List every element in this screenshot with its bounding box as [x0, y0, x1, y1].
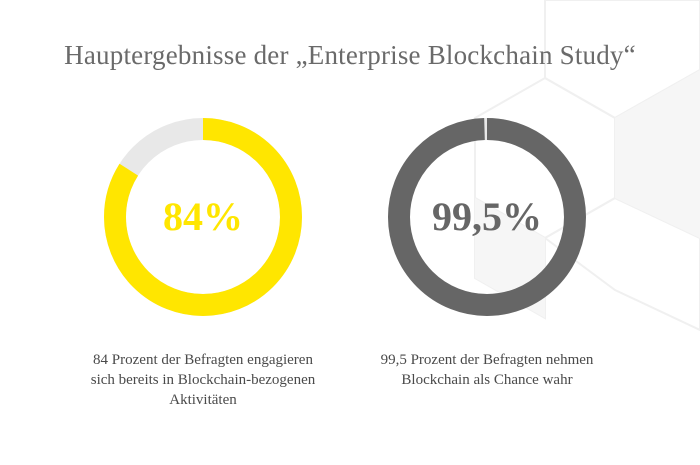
- caption-line: 99,5 Prozent der Befragten nehmen: [380, 352, 594, 368]
- donut-percent-label: 84%: [163, 194, 243, 239]
- caption-aktivitaeten: 84 Prozent der Befragten engagieren sich…: [63, 350, 343, 410]
- donut-chart-aktivitaeten: 84%: [103, 117, 303, 317]
- donut-value-arc: [104, 118, 302, 316]
- donut-svg: [104, 118, 302, 316]
- caption-chance: 99,5 Prozent der Befragten nehmen Blockc…: [347, 350, 627, 390]
- donut-svg: [388, 118, 586, 316]
- caption-line: sich bereits in Blockchain-bezogenen: [90, 372, 316, 388]
- donut-chart-chance: 99,5%: [387, 117, 587, 317]
- caption-line: Aktivitäten: [169, 392, 237, 408]
- donut-value-arc: [388, 118, 586, 316]
- caption-line: 84 Prozent der Befragten engagieren: [93, 352, 313, 368]
- page-title: Hauptergebnisse der „Enterprise Blockcha…: [64, 40, 636, 70]
- caption-line: Blockchain als Chance wahr: [401, 372, 573, 388]
- donut-percent-label: 99,5%: [432, 194, 542, 239]
